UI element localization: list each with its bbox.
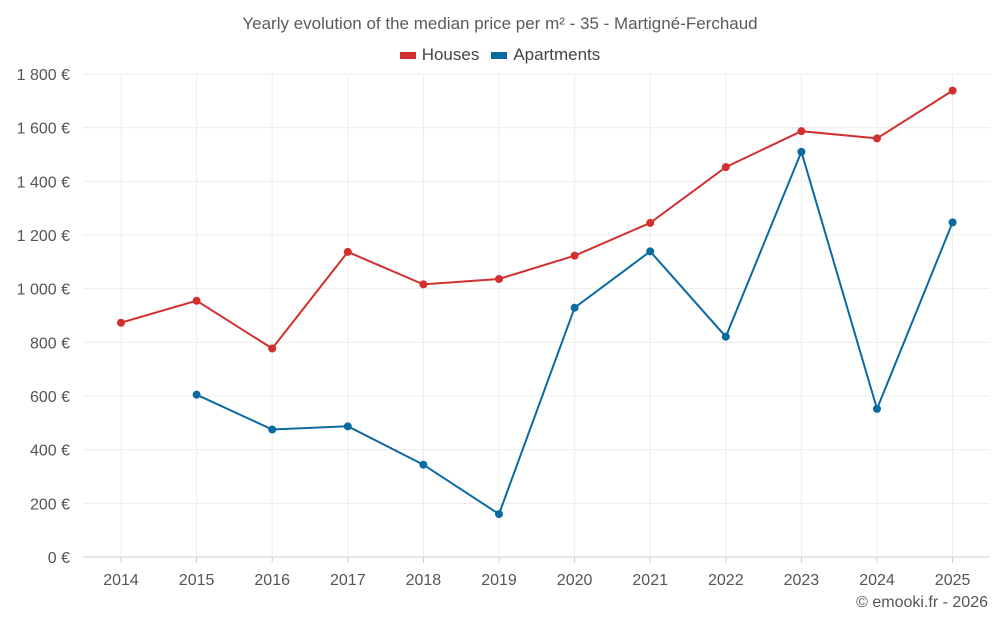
legend-label-houses: Houses	[421, 45, 480, 64]
x-tick-label: 2021	[632, 572, 668, 589]
data-point-apartments[interactable]	[495, 510, 503, 519]
data-point-apartments[interactable]	[570, 303, 579, 312]
legend-item-apartments[interactable]: Apartments	[491, 45, 600, 65]
credit: © emooki.fr - 2026	[856, 594, 988, 611]
x-tick-label: 2014	[103, 572, 139, 589]
data-point-houses[interactable]	[192, 296, 201, 305]
data-point-apartments[interactable]	[419, 460, 428, 469]
data-point-apartments[interactable]	[948, 218, 957, 227]
y-tick-label: 400 €	[30, 443, 70, 460]
series-line-houses	[120, 89, 954, 350]
legend-swatch-houses	[399, 51, 416, 59]
y-tick-label: 800 €	[30, 335, 70, 352]
data-point-houses[interactable]	[495, 275, 503, 284]
data-point-houses[interactable]	[570, 251, 579, 260]
y-tick-label: 1 800 €	[17, 67, 70, 84]
y-tick-label: 1 200 €	[17, 228, 70, 245]
data-point-houses[interactable]	[873, 134, 881, 143]
x-tick-label: 2023	[784, 572, 820, 589]
data-point-houses[interactable]	[343, 247, 352, 256]
x-tick-label: 2016	[254, 572, 290, 589]
data-point-houses[interactable]	[268, 344, 277, 353]
data-point-houses[interactable]	[797, 127, 806, 136]
x-tick-label: 2019	[481, 572, 517, 589]
x-tick-label: 2022	[708, 572, 744, 589]
legend-label-apartments: Apartments	[513, 45, 601, 64]
data-point-apartments[interactable]	[343, 422, 352, 431]
legend: Houses Apartments	[0, 45, 1000, 65]
data-point-houses[interactable]	[948, 86, 957, 95]
x-tick-label: 2025	[935, 572, 971, 589]
y-tick-label: 200 €	[30, 496, 70, 513]
data-point-houses[interactable]	[646, 218, 655, 227]
x-tick-label: 2024	[859, 572, 895, 589]
y-tick-label: 0 €	[48, 550, 70, 567]
x-tick-label: 2017	[330, 572, 366, 589]
chart-title: Yearly evolution of the median price per…	[242, 14, 758, 33]
legend-swatch-apartments	[491, 51, 508, 59]
data-point-apartments[interactable]	[797, 147, 806, 156]
legend-item-houses[interactable]: Houses	[399, 45, 480, 65]
y-tick-label: 1 000 €	[17, 282, 70, 299]
x-tick-label: 2020	[557, 572, 593, 589]
y-tick-label: 1 600 €	[17, 121, 70, 138]
data-point-houses[interactable]	[117, 318, 125, 327]
data-point-apartments[interactable]	[873, 404, 881, 413]
data-point-houses[interactable]	[419, 280, 428, 289]
x-tick-label: 2015	[179, 572, 215, 589]
data-point-apartments[interactable]	[646, 247, 655, 256]
data-point-apartments[interactable]	[192, 390, 201, 399]
data-point-apartments[interactable]	[268, 425, 277, 434]
y-tick-label: 1 400 €	[17, 174, 70, 191]
x-tick-label: 2018	[406, 572, 442, 589]
data-point-apartments[interactable]	[721, 332, 730, 341]
data-point-houses[interactable]	[721, 163, 730, 172]
y-tick-label: 600 €	[30, 389, 70, 406]
